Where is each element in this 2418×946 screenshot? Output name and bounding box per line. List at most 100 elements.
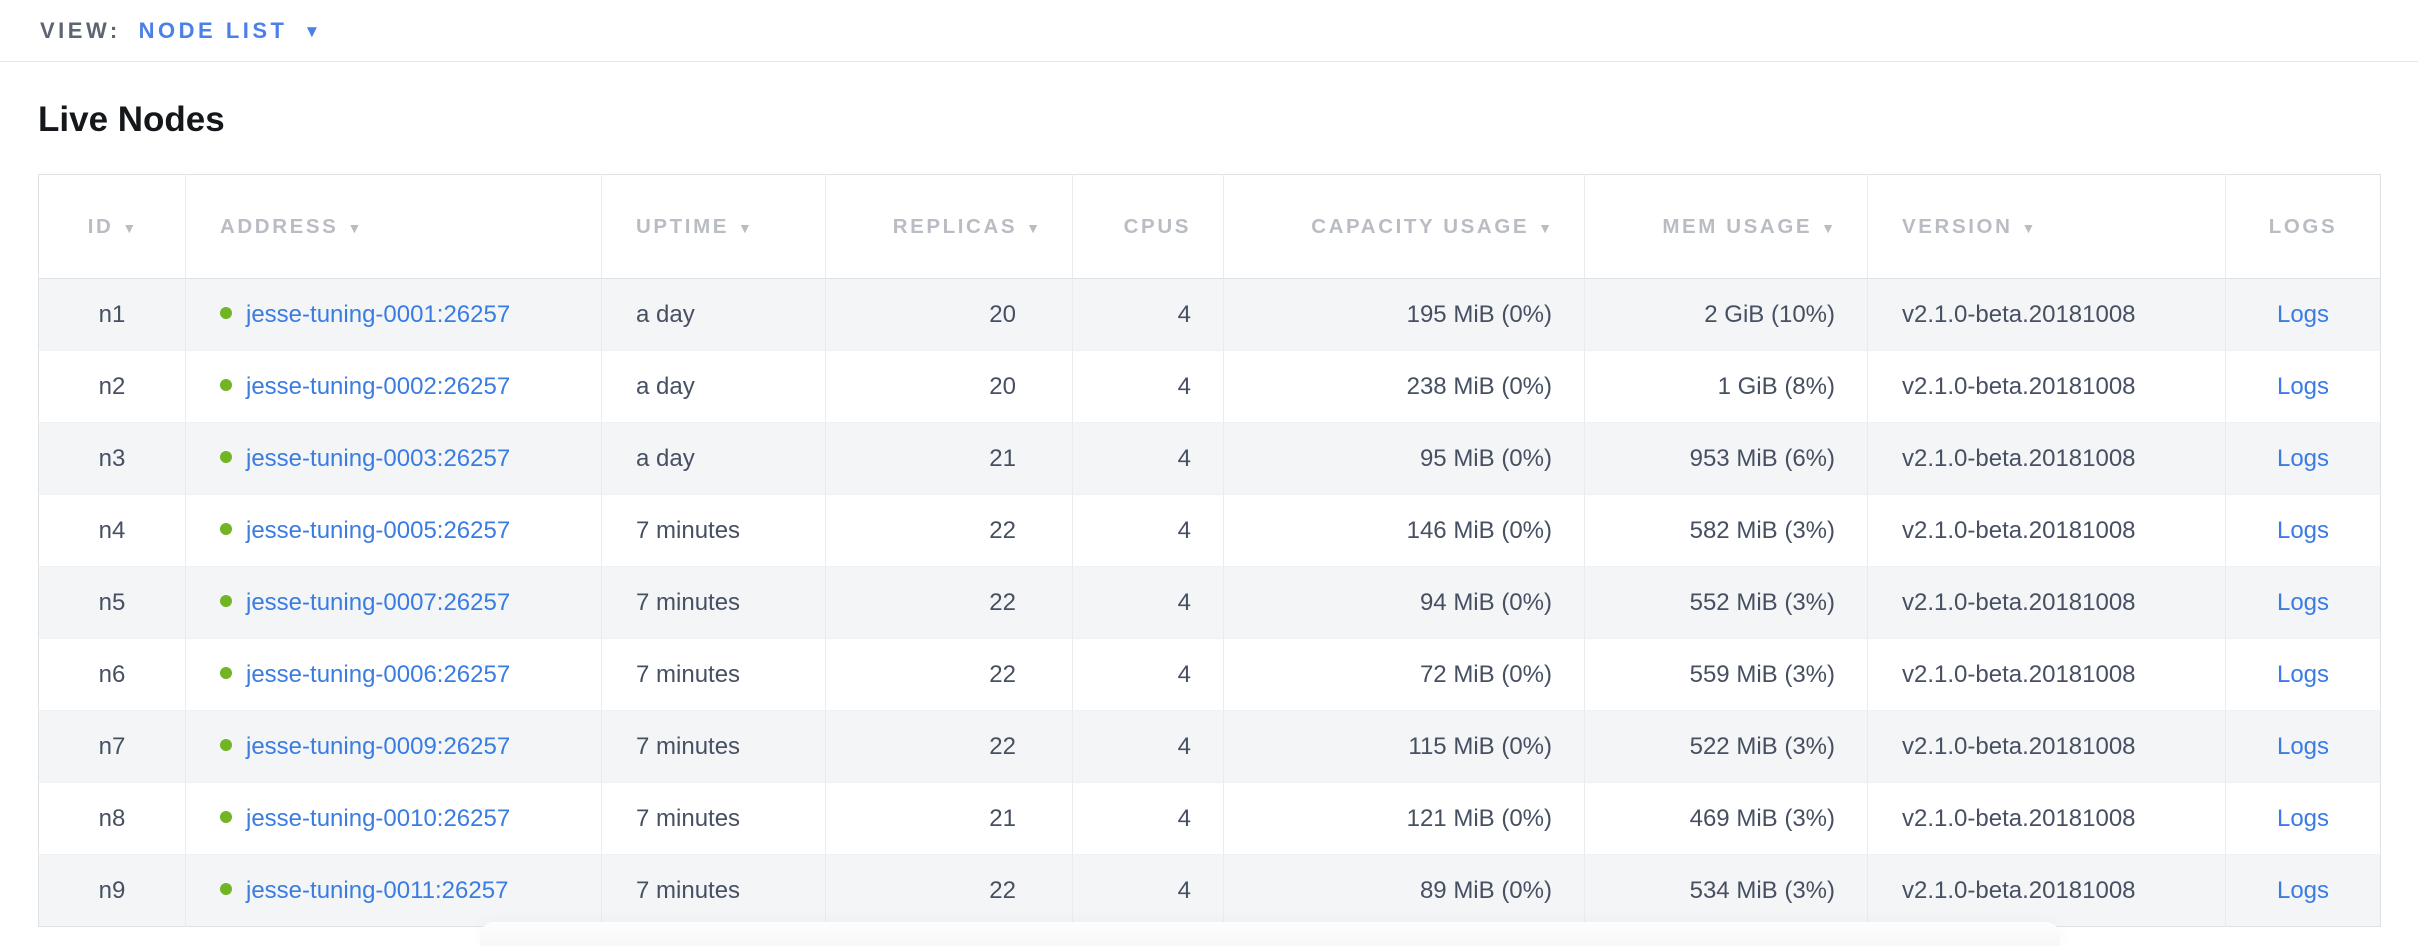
sort-arrow-icon: ▼ [2021, 219, 2036, 236]
cell-version: v2.1.0-beta.20181008 [1867, 494, 2226, 567]
cell-replicas: 21 [825, 782, 1073, 855]
node-address-link[interactable]: jesse-tuning-0003:26257 [246, 444, 511, 472]
node-row-n3: n3 jesse-tuning-0003:26257 a day 21 4 95 MiB … [38, 422, 2381, 495]
cell-replicas: 20 [825, 350, 1073, 423]
cell-id: n9 [98, 876, 126, 904]
node-address-link[interactable]: jesse-tuning-0005:26257 [246, 516, 511, 544]
cell-version: v2.1.0-beta.20181008 [1867, 422, 2226, 495]
cell-logs: Logs [2225, 782, 2381, 855]
node-address-link[interactable]: jesse-tuning-0006:26257 [246, 660, 511, 688]
chevron-down-icon: ▼ [303, 21, 321, 41]
cell-address: jesse-tuning-0001:26257 [185, 278, 602, 351]
cell-replicas: 21 [825, 422, 1073, 495]
cell-id: n5 [98, 588, 126, 616]
cell-mem: 552 MiB (3%) [1584, 566, 1868, 639]
next-panel-edge [480, 922, 2060, 946]
column-header-capacity[interactable]: CAPACITY USAGE ▼ [1223, 174, 1585, 279]
column-header-label: ADDRESS [220, 214, 339, 238]
cell-logs: Logs [2225, 854, 2381, 927]
cell-capacity: 89 MiB (0%) [1223, 854, 1585, 927]
cell-cpus: 4 [1072, 350, 1224, 423]
live-nodes-table: ID ▼ ADDRESS ▼ UPTIME ▼ REPLICAS ▼ CPUS CAPACITY … [38, 174, 2381, 927]
cell-cpus: 4 [1072, 854, 1224, 927]
column-header-label: LOGS [2268, 214, 2338, 238]
cell-replicas: 22 [825, 638, 1073, 711]
sort-arrow-icon: ▼ [122, 219, 137, 236]
cell-logs: Logs [2225, 350, 2381, 423]
node-address-link[interactable]: jesse-tuning-0002:26257 [246, 372, 511, 400]
cell-mem: 559 MiB (3%) [1584, 638, 1868, 711]
logs-link[interactable]: Logs [2276, 300, 2330, 328]
cell-id: n8 [98, 804, 126, 832]
cell-id: n3 [98, 444, 126, 472]
cell-capacity: 95 MiB (0%) [1223, 422, 1585, 495]
cell-address: jesse-tuning-0011:26257 [185, 854, 602, 927]
column-header-mem[interactable]: MEM USAGE ▼ [1584, 174, 1868, 279]
cell-uptime: 7 minutes [601, 494, 826, 567]
cell-logs: Logs [2225, 566, 2381, 639]
cell-uptime: 7 minutes [601, 782, 826, 855]
cell-cpus: 4 [1072, 782, 1224, 855]
cell-id: n7 [98, 732, 126, 760]
logs-link[interactable]: Logs [2276, 876, 2330, 904]
column-header-label: CPUS [1123, 214, 1191, 238]
column-header-version[interactable]: VERSION ▼ [1867, 174, 2226, 279]
node-row-n2: n2 jesse-tuning-0002:26257 a day 20 4 238 MiB… [38, 350, 2381, 423]
cell-uptime: a day [601, 278, 826, 351]
cell-version: v2.1.0-beta.20181008 [1867, 782, 2226, 855]
logs-link[interactable]: Logs [2276, 732, 2330, 760]
cell-cpus: 4 [1072, 422, 1224, 495]
cell-capacity: 195 MiB (0%) [1223, 278, 1585, 351]
cell-address: jesse-tuning-0003:26257 [185, 422, 602, 495]
cell-address: jesse-tuning-0006:26257 [185, 638, 602, 711]
node-row-n4: n4 jesse-tuning-0005:26257 7 minutes 22 4 146… [38, 494, 2381, 567]
column-header-label: ID [87, 214, 114, 238]
node-row-n6: n6 jesse-tuning-0006:26257 7 minutes 22 4 72 … [38, 638, 2381, 711]
node-address-link[interactable]: jesse-tuning-0011:26257 [246, 876, 509, 904]
logs-link[interactable]: Logs [2276, 804, 2330, 832]
cell-logs: Logs [2225, 494, 2381, 567]
node-row-n7: n7 jesse-tuning-0009:26257 7 minutes 22 4 115… [38, 710, 2381, 783]
cell-cpus: 4 [1072, 710, 1224, 783]
node-address-link[interactable]: jesse-tuning-0007:26257 [246, 588, 511, 616]
column-header-uptime[interactable]: UPTIME ▼ [601, 174, 826, 279]
cell-address: jesse-tuning-0007:26257 [185, 566, 602, 639]
node-address-link[interactable]: jesse-tuning-0010:26257 [246, 804, 511, 832]
cell-capacity: 238 MiB (0%) [1223, 350, 1585, 423]
cell-id: n4 [98, 516, 126, 544]
node-status-green-dot-icon [220, 379, 232, 392]
node-row-n1: n1 jesse-tuning-0001:26257 a day 20 4 195 MiB… [38, 278, 2381, 351]
node-row-n5: n5 jesse-tuning-0007:26257 7 minutes 22 4 94 … [38, 566, 2381, 639]
cell-mem: 2 GiB (10%) [1584, 278, 1868, 351]
cell-mem: 953 MiB (6%) [1584, 422, 1868, 495]
cell-address: jesse-tuning-0005:26257 [185, 494, 602, 567]
cell-uptime: 7 minutes [601, 854, 826, 927]
page-title: Live Nodes [38, 100, 225, 139]
cell-capacity: 72 MiB (0%) [1223, 638, 1585, 711]
cell-uptime: a day [601, 350, 826, 423]
node-status-green-dot-icon [220, 667, 232, 680]
node-status-green-dot-icon [220, 451, 232, 464]
cell-logs: Logs [2225, 278, 2381, 351]
cell-version: v2.1.0-beta.20181008 [1867, 854, 2226, 927]
logs-link[interactable]: Logs [2276, 516, 2330, 544]
cell-mem: 1 GiB (8%) [1584, 350, 1868, 423]
cell-address: jesse-tuning-0002:26257 [185, 350, 602, 423]
view-selector-dropdown[interactable]: NODE LIST ▼ [139, 18, 321, 44]
logs-link[interactable]: Logs [2276, 444, 2330, 472]
cell-replicas: 22 [825, 494, 1073, 567]
cell-replicas: 22 [825, 710, 1073, 783]
column-header-id[interactable]: ID ▼ [38, 174, 186, 279]
sort-arrow-icon: ▼ [738, 219, 752, 236]
cell-replicas: 20 [825, 278, 1073, 351]
cell-mem: 469 MiB (3%) [1584, 782, 1868, 855]
cell-cpus: 4 [1072, 638, 1224, 711]
column-header-replicas[interactable]: REPLICAS ▼ [825, 174, 1073, 279]
cell-capacity: 94 MiB (0%) [1223, 566, 1585, 639]
node-address-link[interactable]: jesse-tuning-0009:26257 [246, 732, 511, 760]
logs-link[interactable]: Logs [2276, 660, 2330, 688]
logs-link[interactable]: Logs [2276, 588, 2330, 616]
node-address-link[interactable]: jesse-tuning-0001:26257 [246, 300, 511, 328]
logs-link[interactable]: Logs [2276, 372, 2330, 400]
column-header-address[interactable]: ADDRESS ▼ [185, 174, 602, 279]
